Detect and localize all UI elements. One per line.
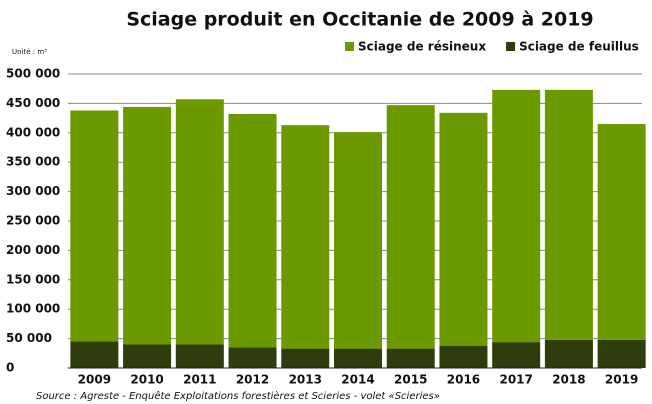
bar-segment [281,348,330,368]
bar-segment [492,89,541,343]
x-tick-label: 2019 [605,373,638,387]
y-tick-label: 0 [6,361,14,375]
unit-label: Unité : m³ [12,48,47,56]
bar-segment [228,347,277,368]
x-tick-label: 2018 [552,373,585,387]
y-tick-label: 400 000 [6,125,60,139]
y-tick-label: 50 000 [6,331,52,345]
source: Source : Agreste - Enquête Exploitations… [36,390,440,402]
x-tick-label: 2010 [130,373,163,387]
x-tick-label: 2014 [341,373,374,387]
bar-segment [386,348,435,368]
bar-segment [492,342,541,368]
y-tick-label: 100 000 [6,302,60,316]
bar-segment [439,112,488,346]
bar-segment [175,344,224,368]
y-tick-label: 350 000 [6,155,60,169]
x-tick-label: 2017 [499,373,532,387]
y-tick-label: 500 000 [6,67,60,81]
bar-segment [334,348,382,368]
bar-segment [597,339,646,368]
bar-segment [228,113,277,348]
x-tick-label: 2016 [447,373,480,387]
x-tick-label: 2009 [78,373,111,387]
y-tick-label: 300 000 [6,184,60,198]
bar-segment [439,345,488,368]
bar-segment [70,110,119,342]
x-tick-label: 2011 [183,373,216,387]
legend-swatch [506,42,516,51]
bar-segment [123,344,172,368]
legend-swatch [345,42,354,51]
y-tick-label: 450 000 [6,96,60,110]
legend-label: Sciage de feuillus [519,40,639,54]
x-tick-label: 2012 [236,373,269,387]
bar-segment [334,132,382,349]
bar-segment [175,99,224,345]
bar-segment [281,125,330,349]
legend-label: Sciage de résineux [358,40,486,54]
bar-segment [70,341,119,368]
x-tick-label: 2015 [394,373,427,387]
y-tick-label: 200 000 [6,243,60,257]
bar-segment [597,123,646,340]
chart-title: Sciage produit en Occitanie de 2009 à 20… [126,9,593,31]
y-tick-label: 150 000 [6,272,60,286]
bar-segment [544,89,593,340]
x-tick-label: 2013 [289,373,322,387]
y-tick-label: 250 000 [6,214,60,228]
bar-segment [123,106,172,345]
bar-segment [386,105,435,349]
bar-segment [544,339,593,368]
